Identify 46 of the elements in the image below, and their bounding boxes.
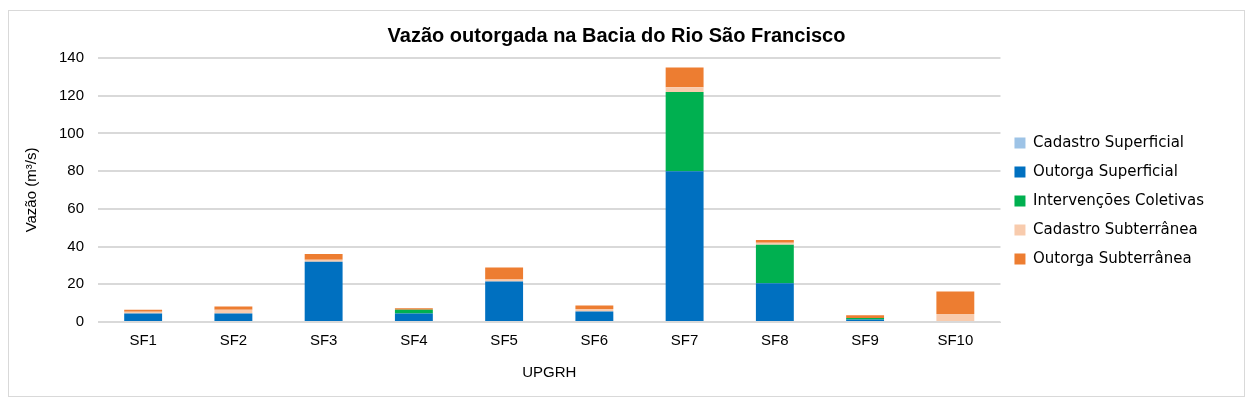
bar (214, 313, 253, 321)
bar (665, 87, 704, 92)
bar (485, 281, 524, 321)
x-axis-title: UPGRH (522, 363, 577, 381)
bar (214, 306, 253, 310)
bar (394, 313, 433, 321)
bar (575, 305, 614, 309)
legend-label: Outorga Superficial (1032, 161, 1178, 180)
bar (936, 291, 975, 315)
legend-label: Cadastro Subterrânea (1032, 219, 1198, 238)
y-tick-label: 20 (67, 274, 85, 292)
y-tick-label: 0 (75, 312, 85, 330)
y-tick-label: 40 (67, 236, 85, 254)
bar (575, 311, 614, 321)
x-tick-label: SF9 (851, 331, 879, 349)
bar (124, 313, 163, 321)
x-tick-label: SF7 (670, 331, 699, 349)
bar (755, 244, 794, 284)
bar (665, 171, 704, 321)
bar (755, 283, 794, 321)
bar (485, 267, 524, 280)
chart-title: Vazão outorgada na Bacia do Rio São Francisco (387, 23, 846, 46)
bar (304, 261, 343, 321)
y-tick-label: 120 (59, 85, 85, 103)
x-tick-label: SF5 (490, 331, 518, 349)
y-axis-title: Vazão (m³/s) (22, 147, 40, 233)
x-tick-label: SF3 (309, 331, 338, 349)
bar (665, 91, 704, 172)
legend-label: Intervenções Coletivas (1032, 190, 1205, 209)
legend-label: Cadastro Superficial (1032, 132, 1184, 151)
bar (394, 309, 433, 314)
x-tick-label: SF6 (580, 331, 609, 349)
x-tick-label: SF10 (937, 331, 974, 349)
x-tick-label: SF4 (400, 331, 428, 349)
bar (936, 314, 975, 321)
y-tick-label: 80 (67, 161, 85, 179)
bar (214, 309, 253, 314)
x-tick-label: SF1 (129, 331, 157, 349)
y-tick-label: 100 (59, 123, 85, 141)
legend-label: Outorga Subterrânea (1032, 248, 1192, 267)
x-tick-label: SF8 (761, 331, 789, 349)
bar (665, 67, 704, 88)
y-tick-label: 140 (59, 48, 85, 66)
bar (304, 254, 343, 260)
x-tick-label: SF2 (219, 331, 248, 349)
y-tick-label: 60 (67, 199, 85, 216)
